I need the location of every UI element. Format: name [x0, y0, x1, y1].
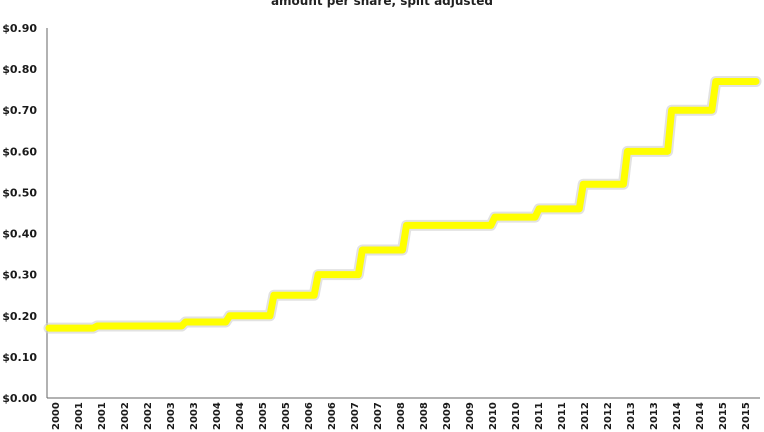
- x-tick-label: 2010: [488, 402, 499, 430]
- x-tick-label: 2006: [304, 402, 315, 430]
- x-tick-label: 2007: [373, 402, 384, 430]
- y-tick-label: $0.30: [2, 269, 37, 282]
- y-tick-label: $0.20: [2, 310, 37, 323]
- axes: [46, 28, 760, 399]
- y-tick-label: $0.90: [2, 22, 37, 35]
- series-shadow: [43, 75, 762, 334]
- x-tick-label: 2001: [97, 402, 108, 430]
- x-tick-label: 2002: [143, 402, 154, 430]
- y-tick-label: $0.60: [2, 145, 37, 158]
- x-tick-label: 2012: [603, 402, 614, 430]
- x-tick-label: 2004: [235, 402, 246, 430]
- x-tick-label: 2015: [741, 402, 752, 430]
- series-line: [45, 77, 760, 332]
- x-tick-label: 2005: [281, 402, 292, 430]
- y-tick-label: $0.80: [2, 63, 37, 76]
- y-tick-label: $0.00: [2, 392, 37, 405]
- x-tick-label: 2001: [74, 402, 85, 430]
- x-tick-label: 2013: [626, 402, 637, 430]
- y-tick-label: $0.10: [2, 351, 37, 364]
- x-axis-ticks: 2000 2001 2001 2002 2002 2003 2003 2004 2004 2005…: [51, 402, 752, 430]
- x-tick-label: 2004: [212, 402, 223, 430]
- y-tick-label: $0.50: [2, 186, 37, 199]
- x-tick-label: 2003: [189, 402, 200, 430]
- chart-title: amount per share, split adjusted: [270, 0, 494, 8]
- x-tick-label: 2015: [718, 402, 729, 430]
- x-tick-label: 2000: [51, 402, 62, 430]
- x-tick-label: 2006: [327, 402, 338, 430]
- x-tick-label: 2014: [695, 402, 706, 430]
- y-axis-ticks: $0.00 $0.10 $0.20 $0.30 $0.40 $0.50 $0.60 $0.70…: [2, 22, 37, 405]
- x-tick-label: 2011: [557, 402, 568, 430]
- x-tick-label: 2002: [120, 402, 131, 430]
- x-tick-label: 2011: [534, 402, 545, 430]
- x-tick-label: 2008: [419, 402, 430, 430]
- x-tick-label: 2007: [350, 402, 361, 430]
- x-tick-label: 2005: [258, 402, 269, 430]
- x-tick-label: 2010: [511, 402, 522, 430]
- x-tick-label: 2009: [465, 402, 476, 430]
- x-tick-label: 2009: [442, 402, 453, 430]
- x-tick-label: 2012: [580, 402, 591, 430]
- x-tick-label: 2008: [396, 402, 407, 430]
- series-layer: [43, 75, 762, 334]
- x-tick-label: 2013: [649, 402, 660, 430]
- y-tick-label: $0.70: [2, 104, 37, 117]
- y-tick-label: $0.40: [2, 228, 37, 241]
- x-tick-label: 2003: [166, 402, 177, 430]
- x-tick-label: 2014: [672, 402, 683, 430]
